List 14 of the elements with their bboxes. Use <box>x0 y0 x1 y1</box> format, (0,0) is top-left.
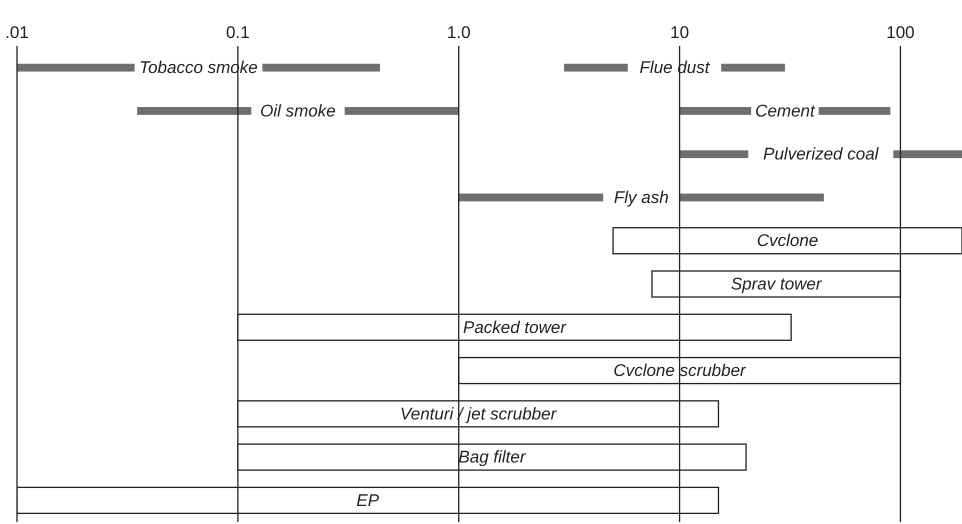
series-label: EP <box>356 490 380 510</box>
series-label: Oil smoke <box>260 101 336 120</box>
series-label: Cvclone scrubber <box>613 361 748 380</box>
series-label: Pulverized coal <box>763 144 880 164</box>
x-tick-label: 1.0 <box>446 23 471 42</box>
x-tick-label: 0.1 <box>226 23 250 42</box>
x-tick-label: 10 <box>670 23 690 42</box>
series-label: Cvclone <box>756 231 818 250</box>
series-label: Cement <box>755 101 816 120</box>
series-label: Packed tower <box>463 318 568 337</box>
series-label: Sprav tower <box>730 274 823 294</box>
series-label: Fly ash <box>614 188 669 207</box>
x-tick-label: 100 <box>886 23 915 42</box>
x-tick-label: .01 <box>5 23 29 42</box>
